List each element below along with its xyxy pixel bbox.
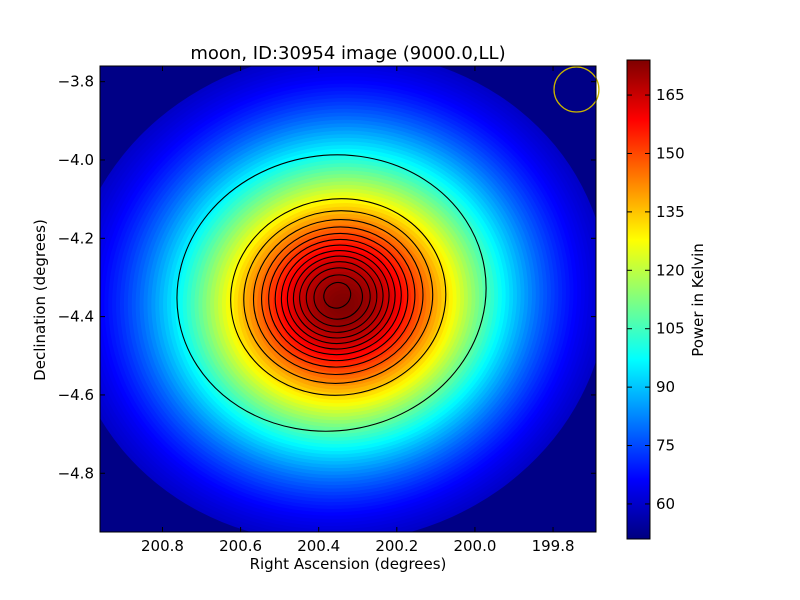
beam-circle xyxy=(553,66,600,113)
contour-line xyxy=(252,219,424,376)
contour-line xyxy=(323,281,352,309)
contour-line xyxy=(305,267,371,327)
y-tick-label: −3.8 xyxy=(58,73,94,91)
colorbar-tick-label: 120 xyxy=(656,261,685,279)
colorbar-gradient xyxy=(626,59,651,540)
x-tick-label: 200.6 xyxy=(219,537,262,555)
plot-area xyxy=(99,65,600,533)
colorbar-tick-label: 60 xyxy=(656,495,675,513)
y-tick-label: −4.2 xyxy=(58,229,94,247)
contour-line xyxy=(243,210,434,384)
contour-line xyxy=(261,226,416,368)
colorbar-tick-label: 105 xyxy=(656,320,685,338)
heatmap xyxy=(100,66,596,532)
y-tick-label: −4.6 xyxy=(58,386,94,404)
colorbar-ticks: 60 75 90 105 120 135 150 165 xyxy=(627,86,685,513)
y-tick-label: −4.0 xyxy=(58,151,94,169)
contour-lines xyxy=(176,154,487,432)
contour-line xyxy=(280,244,396,350)
colorbar-tick-label: 90 xyxy=(656,378,675,396)
contour-line xyxy=(176,154,487,432)
contour-line xyxy=(292,255,384,339)
contour-line xyxy=(230,198,447,396)
colorbar-tick-label: 135 xyxy=(656,203,685,221)
contour-line xyxy=(313,274,364,320)
x-axis-ticks: 200.8 200.6 200.4 200.2 200.0 199.8 xyxy=(141,66,575,555)
contour-line xyxy=(286,250,390,345)
contour-line xyxy=(268,232,409,362)
chart-title: moon, ID:30954 image (9000.0,LL) xyxy=(190,43,505,64)
x-tick-label: 200.0 xyxy=(453,537,496,555)
x-axis-label: Right Ascension (degrees) xyxy=(250,555,447,573)
x-tick-label: 200.8 xyxy=(141,537,184,555)
x-tick-label: 200.2 xyxy=(375,537,418,555)
colorbar-tick-label: 75 xyxy=(656,437,675,455)
y-axis-ticks: −3.8 −4.0 −4.2 −4.4 −4.6 −4.8 xyxy=(58,73,596,482)
colorbar-tick-label: 165 xyxy=(656,86,685,104)
contour-line xyxy=(274,238,402,356)
colorbar-label: Power in Kelvin xyxy=(689,243,707,357)
colorbar-tick-label: 150 xyxy=(656,144,685,162)
plot-frame xyxy=(99,65,597,533)
heatmap-band xyxy=(339,300,348,308)
y-axis-label: Declination (degrees) xyxy=(31,219,49,381)
x-tick-label: 199.8 xyxy=(532,537,575,555)
y-tick-label: −4.4 xyxy=(58,308,94,326)
contour-line xyxy=(299,261,378,333)
x-tick-label: 200.4 xyxy=(297,537,340,555)
colorbar: 60 75 90 105 120 135 150 165 Power in Kelvin xyxy=(626,59,707,540)
y-tick-label: −4.8 xyxy=(58,464,94,482)
